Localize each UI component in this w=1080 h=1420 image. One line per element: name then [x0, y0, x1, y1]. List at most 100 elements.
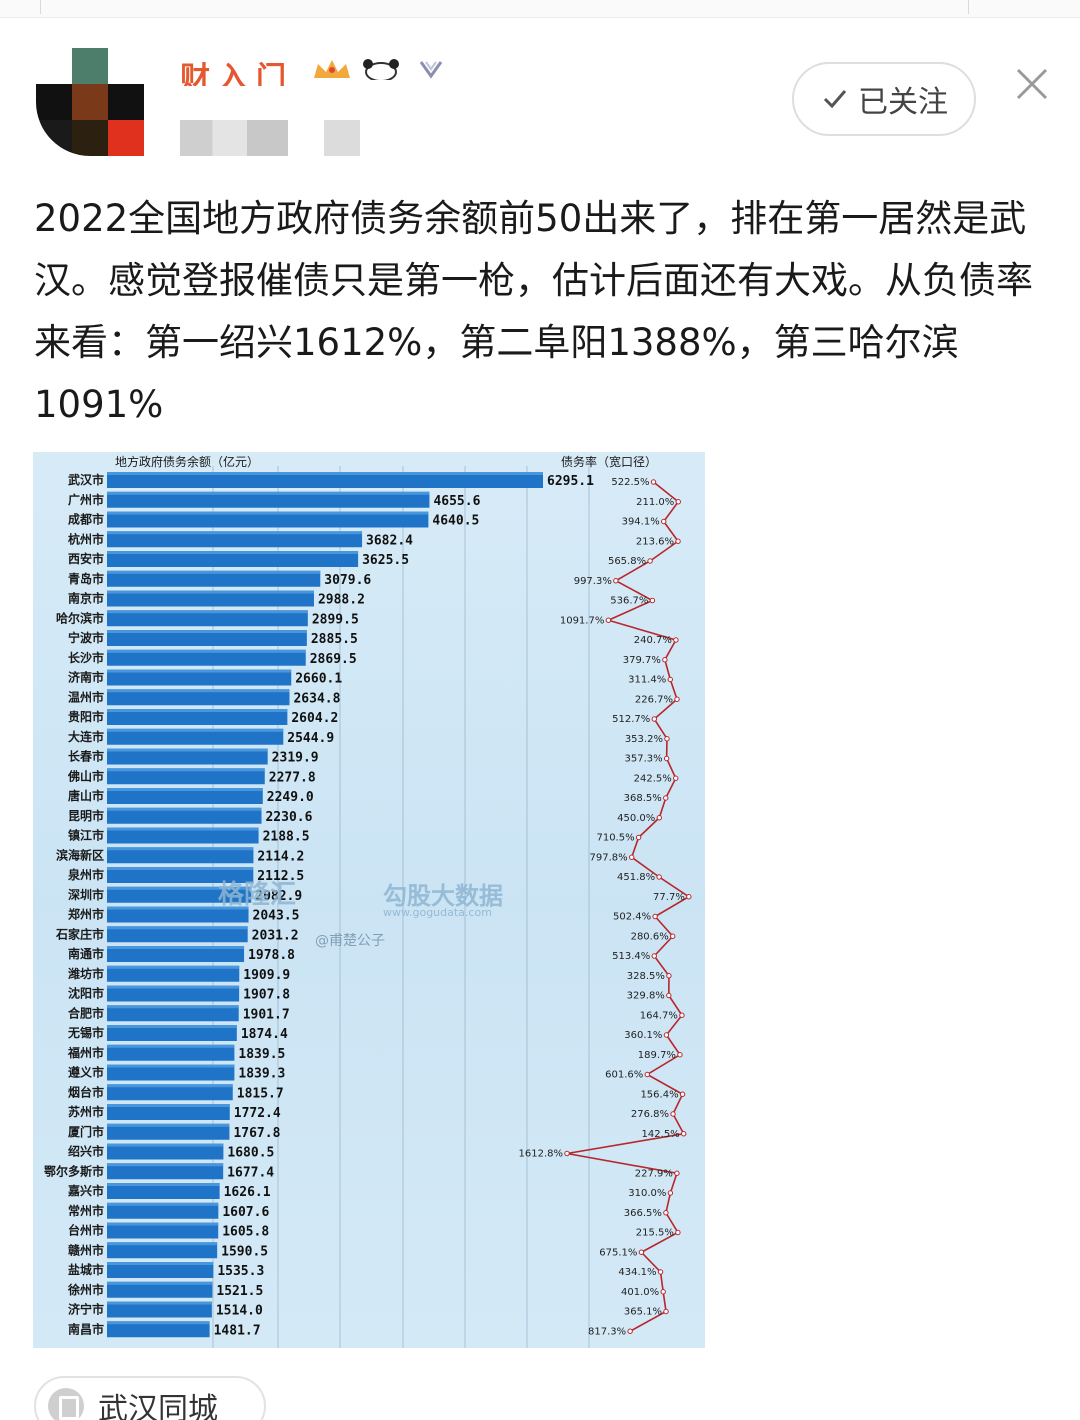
city-label: 杭州市 [68, 531, 104, 546]
city-label: 大连市 [68, 729, 104, 744]
rate-label: 368.5% [624, 793, 662, 804]
bar-value-label: 1605.8 [222, 1225, 269, 1240]
rate-point [638, 1249, 645, 1255]
author-name[interactable]: 财入门 [180, 61, 294, 86]
bar [107, 788, 263, 804]
bar [107, 1084, 233, 1101]
rate-point [666, 973, 672, 979]
post-text: 2022全国地方政府债务余额前50出来了，排在第一居然是武汉。感觉登报催债只是第… [34, 197, 1033, 426]
rate-point [647, 558, 653, 564]
bar-highlight [107, 649, 306, 653]
rate-point [657, 1269, 664, 1275]
bar-value-label: 4640.5 [432, 514, 479, 529]
rate-point [660, 1289, 666, 1295]
debt-chart-image[interactable]: 武汉市 6295.1 广州市 4655.6 成都市 4640.5 杭州市 3682.4 西安市 3… [33, 452, 705, 1348]
bar [107, 1242, 218, 1259]
bar-highlight [107, 1123, 230, 1127]
bar [107, 768, 265, 785]
bar-highlight [107, 867, 254, 870]
bar-value-label: 2114.2 [257, 849, 304, 864]
rate-label: 142.5% [642, 1129, 680, 1140]
bar [107, 867, 254, 883]
avatar[interactable] [36, 48, 144, 156]
rate-point [652, 913, 658, 920]
city-label: 佛山市 [67, 768, 104, 783]
bar-highlight [107, 1163, 224, 1167]
bar-value-label: 2885.5 [311, 632, 358, 647]
rate-label: 366.5% [624, 1208, 662, 1219]
rate-label: 357.3% [625, 754, 663, 765]
bar [107, 985, 240, 1002]
bar-highlight [107, 630, 307, 633]
bar-highlight [107, 1104, 230, 1107]
bar [107, 649, 306, 666]
city-label: 成都市 [68, 512, 104, 527]
rate-point [613, 578, 619, 584]
city-label: 烟台市 [68, 1084, 104, 1099]
bar-highlight [107, 1183, 220, 1186]
rate-label: 227.9% [635, 1168, 673, 1179]
bar-highlight [107, 926, 248, 930]
bar [107, 610, 308, 627]
bar-highlight [107, 788, 263, 791]
follow-label: 已关注 [858, 85, 948, 120]
rate-label: 394.1% [622, 517, 660, 528]
watermark-gelonghui: 格隆汇 [218, 880, 297, 910]
city-label: 常州市 [68, 1203, 104, 1218]
bar [107, 570, 321, 587]
bar-highlight [107, 728, 284, 732]
city-label: 南京市 [68, 591, 104, 606]
bar-value-label: 1767.8 [233, 1126, 280, 1141]
rate-point [674, 696, 680, 702]
bar-highlight [107, 610, 308, 614]
bar [107, 1301, 212, 1318]
bar-highlight [107, 709, 288, 712]
rate-point [667, 1190, 674, 1196]
rate-label: 434.1% [618, 1267, 656, 1278]
bar [107, 965, 240, 982]
top-edge [0, 0, 1080, 18]
bar-value-label: 1481.7 [214, 1323, 261, 1338]
rate-label: 536.7% [610, 596, 648, 607]
close-icon[interactable] [1012, 64, 1052, 104]
bar-value-label: 2112.5 [257, 869, 304, 884]
city-label: 滨海新区 [56, 847, 104, 862]
bar-highlight [107, 472, 543, 475]
rate-point [666, 992, 672, 999]
bar-highlight [107, 906, 249, 910]
bar-value-label: 2988.2 [318, 593, 365, 608]
bar-value-label: 1909.9 [243, 968, 290, 983]
bar-highlight [107, 570, 321, 574]
rate-label: 522.5% [611, 477, 649, 488]
bar-highlight [107, 1222, 219, 1226]
bar [107, 1163, 224, 1180]
city-label: 绍兴市 [68, 1144, 104, 1159]
bar-value-label: 2634.8 [293, 691, 340, 706]
rate-label: 451.8% [617, 872, 655, 883]
bar-value-label: 2319.9 [272, 751, 319, 766]
rate-label: 1612.8% [519, 1149, 564, 1160]
bar-value-label: 1839.5 [238, 1047, 285, 1062]
follow-button[interactable]: 已关注 [792, 62, 976, 136]
panda-badge-icon [363, 59, 399, 80]
city-label: 石家庄市 [55, 926, 104, 941]
bar-highlight [107, 807, 262, 811]
city-label: 广州市 [68, 492, 104, 507]
bar-value-label: 1815.7 [237, 1086, 284, 1101]
bar-value-label: 1514.0 [216, 1304, 263, 1319]
bar-value-label: 1521.5 [216, 1284, 263, 1299]
city-label: 西安市 [68, 551, 104, 566]
rate-point [656, 815, 662, 821]
bar [107, 886, 252, 903]
location-tag-label: 武汉同城 [98, 1392, 218, 1420]
bar-value-label: 3079.6 [324, 573, 371, 588]
bar-value-label: 1590.5 [221, 1244, 268, 1259]
city-label: 武汉市 [68, 472, 104, 487]
bar [107, 491, 430, 508]
bar-highlight [107, 1044, 235, 1048]
location-tag[interactable]: 武汉同城 [34, 1376, 266, 1420]
bar-value-label: 2249.0 [267, 790, 314, 805]
rate-line [566, 481, 691, 1332]
rate-label: 311.4% [628, 675, 666, 686]
city-label: 台州市 [68, 1223, 104, 1238]
